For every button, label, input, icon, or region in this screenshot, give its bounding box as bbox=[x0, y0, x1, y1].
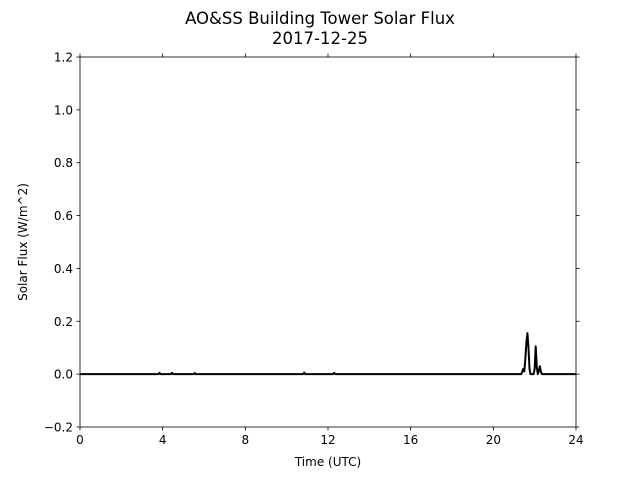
x-tick-label: 24 bbox=[568, 433, 583, 447]
x-axis-label: Time (UTC) bbox=[294, 455, 361, 469]
x-tick-label: 8 bbox=[242, 433, 250, 447]
x-tick-label: 0 bbox=[76, 433, 84, 447]
y-tick-label: 0.6 bbox=[54, 209, 73, 223]
x-tick-label: 16 bbox=[403, 433, 418, 447]
y-tick-label: 0.4 bbox=[54, 262, 73, 276]
chart-title: AO&SS Building Tower Solar Flux bbox=[185, 9, 455, 28]
y-tick-label: 0.2 bbox=[54, 315, 73, 329]
y-tick-label: 0.0 bbox=[54, 368, 73, 382]
plot-frame bbox=[79, 56, 577, 428]
y-tick-label: 0.8 bbox=[54, 156, 73, 170]
y-tick-label: 1.0 bbox=[54, 103, 73, 117]
x-tick-label: 4 bbox=[159, 433, 167, 447]
y-axis-label: Solar Flux (W/m^2) bbox=[16, 183, 30, 301]
x-tick-label: 12 bbox=[320, 433, 335, 447]
chart-subtitle: 2017-12-25 bbox=[272, 29, 368, 48]
y-tick-label: 1.2 bbox=[54, 51, 73, 65]
x-tick-label: 20 bbox=[486, 433, 501, 447]
data-line bbox=[80, 332, 576, 376]
y-tick-label: −0.2 bbox=[44, 421, 73, 435]
